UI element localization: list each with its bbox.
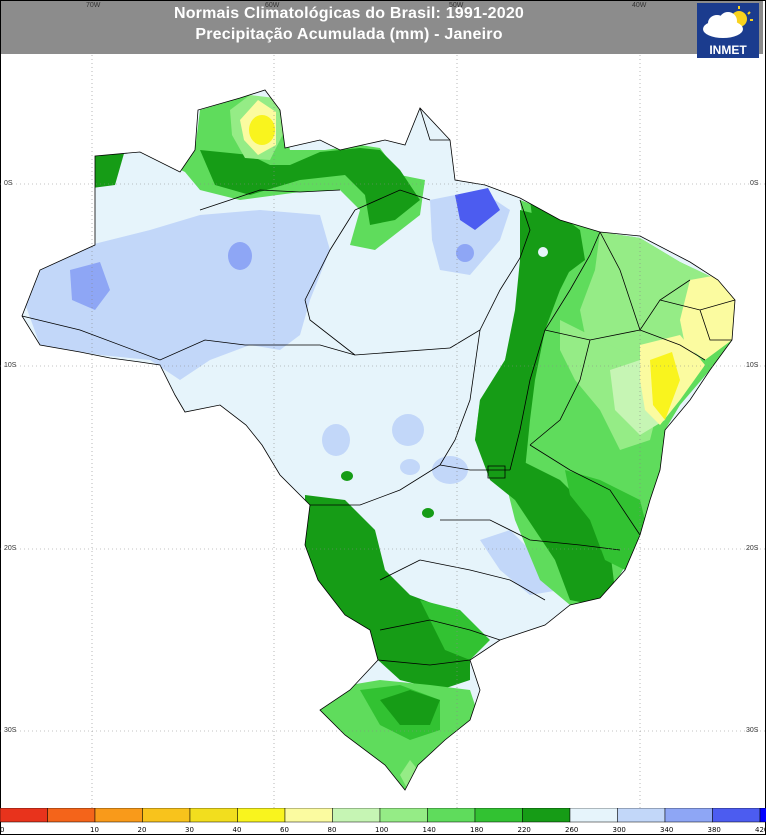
colorbar-swatch (142, 808, 191, 823)
colorbar-label: 30 (185, 826, 194, 834)
colorbar-label: 10 (90, 826, 99, 834)
colorbar-swatch (522, 808, 571, 823)
colorbar-swatch (189, 808, 238, 823)
field-220-260 (515, 460, 615, 605)
colorbar-label: 220 (517, 826, 531, 834)
field-60-80 (650, 352, 680, 420)
lon-tick: 40W (632, 2, 647, 9)
map-subtitle: Precipitação Acumulada (mm) - Janeiro (195, 26, 503, 43)
colorbar-swatch (94, 808, 143, 823)
colorbar-swatch (617, 808, 666, 823)
colorbar-label: 380 (707, 826, 721, 834)
field-260-300 (400, 459, 420, 475)
colorbar-swatch (284, 808, 333, 823)
colorbar-swatch (379, 808, 428, 823)
colorbar-swatch (664, 808, 713, 823)
field-220-260 (305, 495, 470, 690)
colorbar-swatch (332, 808, 381, 823)
field-300-plus (538, 247, 548, 257)
precipitation-field (22, 90, 735, 790)
lat-lon-grid (0, 55, 766, 808)
field-180-220 (565, 470, 650, 570)
field-300-340 (456, 244, 474, 262)
field-260-300 (22, 210, 330, 380)
lat-tick: 0S (750, 180, 759, 187)
field-180-220 (420, 600, 490, 660)
lat-tick: 20S (746, 545, 759, 552)
field-220-260 (200, 148, 420, 225)
colorbar-swatch (237, 808, 286, 823)
colorbar-swatch (759, 808, 766, 823)
colorbar-label: 60 (280, 826, 289, 834)
lat-tick: 30S (746, 727, 759, 734)
map-title: Normais Climatológicas do Brasil: 1991-2… (173, 5, 525, 22)
colorbar-swatch (0, 808, 48, 823)
field-340-380 (455, 188, 500, 230)
colorbar-label: 180 (470, 826, 484, 834)
colorbar-label: 340 (660, 826, 674, 834)
field-260-300 (432, 456, 468, 484)
header-bar: Normais Climatológicas do Brasil: 1991-2… (1, 1, 763, 54)
field-300-340 (70, 262, 110, 310)
lon-tick: 50W (449, 2, 464, 9)
field-300-340 (228, 242, 252, 270)
colorbar-swatch (47, 808, 96, 823)
colorbar-label: 140 (422, 826, 436, 834)
field-80-100 (680, 275, 735, 360)
colorbar (0, 808, 766, 823)
colorbar-swatch (569, 808, 618, 823)
lat-tick: 30S (4, 727, 17, 734)
colorbar-label: 300 (612, 826, 626, 834)
lat-tick: 0S (4, 180, 13, 187)
field-220-260 (475, 210, 580, 500)
colorbar-label: 40 (232, 826, 242, 834)
field-220-260 (422, 508, 434, 518)
precipitation-map (0, 55, 766, 808)
field-220-260 (92, 150, 125, 188)
lon-tick: 60W (265, 2, 280, 9)
lat-tick: 20S (4, 545, 17, 552)
colorbar-label: 80 (327, 826, 337, 834)
colorbar-label: 100 (375, 826, 389, 834)
lat-tick: 10S (746, 362, 759, 369)
inmet-logo: INMET (697, 3, 759, 58)
lon-tick: 70W (86, 2, 101, 9)
field-60-80 (249, 115, 275, 145)
colorbar-label: 420 (755, 826, 766, 834)
field-220-260 (341, 471, 353, 481)
lat-tick: 10S (4, 362, 17, 369)
colorbar-swatch (427, 808, 476, 823)
colorbar-label: 260 (565, 826, 579, 834)
colorbar-swatch (474, 808, 523, 823)
colorbar-label: 20 (137, 826, 147, 834)
colorbar-label: 0 (0, 826, 5, 834)
field-220-260 (380, 690, 440, 725)
cloud-sun-icon (703, 6, 753, 38)
colorbar-swatch (712, 808, 761, 823)
field-140-180 (400, 760, 418, 790)
logo-label: INMET (709, 43, 747, 57)
field-260-300 (392, 414, 424, 446)
state-borders (21, 89, 736, 791)
field-260-300 (322, 424, 350, 456)
